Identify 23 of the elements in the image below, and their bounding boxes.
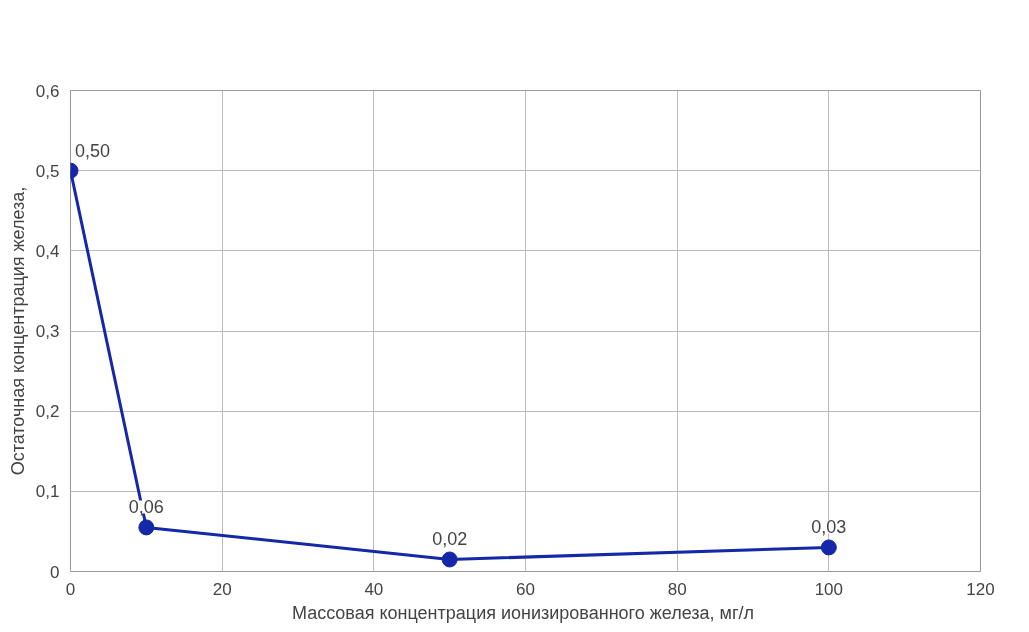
- y-tick-label: 0,4: [35, 241, 60, 261]
- y-tick-label: 0,1: [35, 482, 60, 502]
- y-tick-label: 0,2: [35, 402, 60, 422]
- x-tick-label: 40: [364, 579, 384, 599]
- data-label: 0,02: [432, 529, 468, 550]
- data-label: 0,06: [128, 497, 164, 518]
- point: [441, 551, 458, 568]
- y-tick-label: 0,5: [35, 161, 60, 181]
- x-tick-label: 80: [667, 579, 687, 599]
- y-tick-label: 0: [50, 562, 60, 582]
- x-tick-label: 0: [65, 579, 76, 599]
- x-tick-label: 60: [516, 579, 535, 599]
- data-label: 0,50: [74, 140, 111, 161]
- point: [138, 519, 155, 536]
- y-tick-label: 0,6: [35, 81, 60, 101]
- x-tick-label: 120: [966, 579, 995, 599]
- point: [820, 539, 837, 556]
- x-axis-title: Массовая концентрация ионизированного железа, мг/л: [291, 602, 755, 623]
- data-label: 0,03: [811, 517, 847, 538]
- x-tick-label: 20: [212, 579, 232, 599]
- y-axis-title: Остаточная концентрация железа,: [7, 186, 28, 476]
- x-tick-label: 100: [814, 579, 844, 599]
- y-tick-label: 0,3: [35, 322, 60, 341]
